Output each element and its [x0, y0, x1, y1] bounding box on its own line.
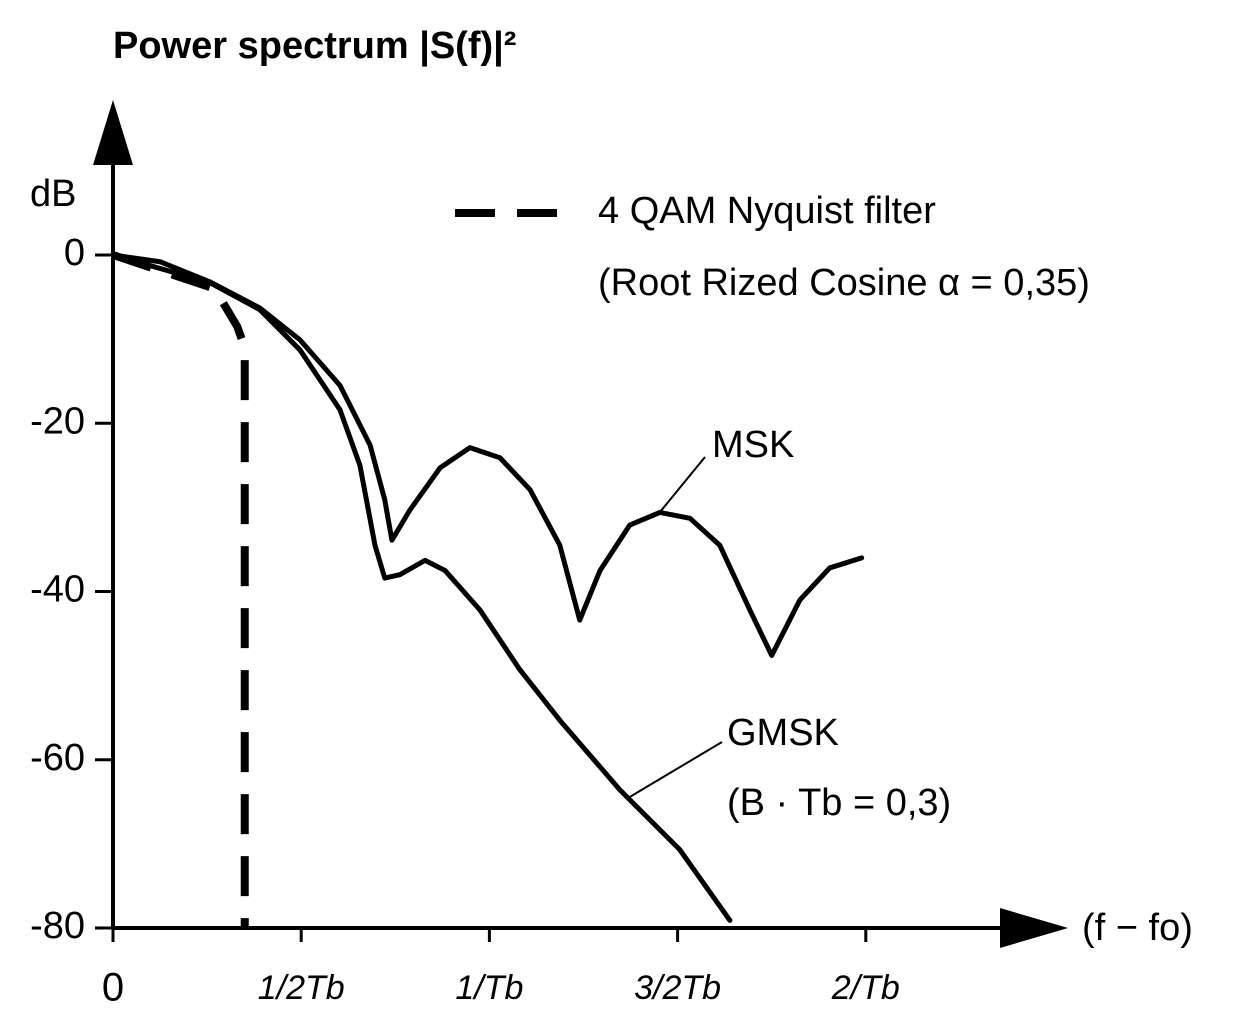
y-tick-label: 0 — [64, 232, 85, 274]
x-tick-label: 3/2Tb — [634, 969, 721, 1007]
chart-title: Power spectrum |S(f)|² — [113, 25, 516, 67]
x-tick-label: 1/Tb — [455, 969, 523, 1007]
series-line — [110, 252, 733, 923]
leader-line — [659, 456, 706, 513]
x-tick-label: 1/2Tb — [258, 969, 345, 1007]
x-tick-label: 2/Tb — [831, 969, 900, 1007]
legend-label: 4 QAM Nyquist filter — [598, 190, 936, 232]
y-axis-label: dB — [30, 173, 76, 215]
annotation: (B · Tb = 0,3) — [727, 782, 951, 824]
series-line — [110, 252, 865, 658]
y-tick-label: -20 — [30, 400, 85, 442]
y-tick-label: -60 — [30, 737, 85, 779]
annotation: (Root Rized Cosine α = 0,35) — [598, 262, 1090, 304]
leader-line — [627, 741, 723, 799]
series-label: GMSK — [727, 712, 839, 754]
x-axis-label: (f − fo) — [1082, 907, 1193, 949]
series-label: MSK — [712, 424, 794, 466]
x-tick-label: 0 — [102, 966, 124, 1010]
y-tick-label: -80 — [30, 905, 85, 947]
x-axis-arrow — [1000, 908, 1068, 948]
y-tick-label: -40 — [30, 569, 85, 611]
y-axis-arrow — [93, 100, 133, 165]
series-line — [111, 251, 249, 928]
